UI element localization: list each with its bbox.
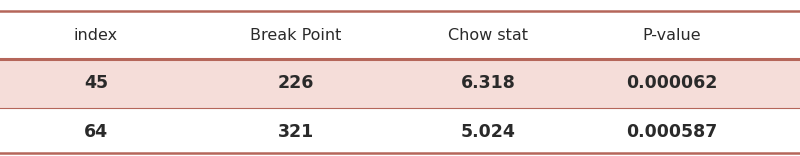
- Text: 5.024: 5.024: [461, 123, 515, 141]
- Text: 64: 64: [84, 123, 108, 141]
- Text: 321: 321: [278, 123, 314, 141]
- Text: 226: 226: [278, 74, 314, 93]
- Text: 0.000587: 0.000587: [626, 123, 718, 141]
- Text: index: index: [74, 28, 118, 43]
- Text: Break Point: Break Point: [250, 28, 342, 43]
- Text: 6.318: 6.318: [461, 74, 515, 93]
- FancyBboxPatch shape: [0, 59, 800, 108]
- Text: 45: 45: [84, 74, 108, 93]
- Text: Chow stat: Chow stat: [448, 28, 528, 43]
- Text: P-value: P-value: [642, 28, 702, 43]
- Text: 0.000062: 0.000062: [626, 74, 718, 93]
